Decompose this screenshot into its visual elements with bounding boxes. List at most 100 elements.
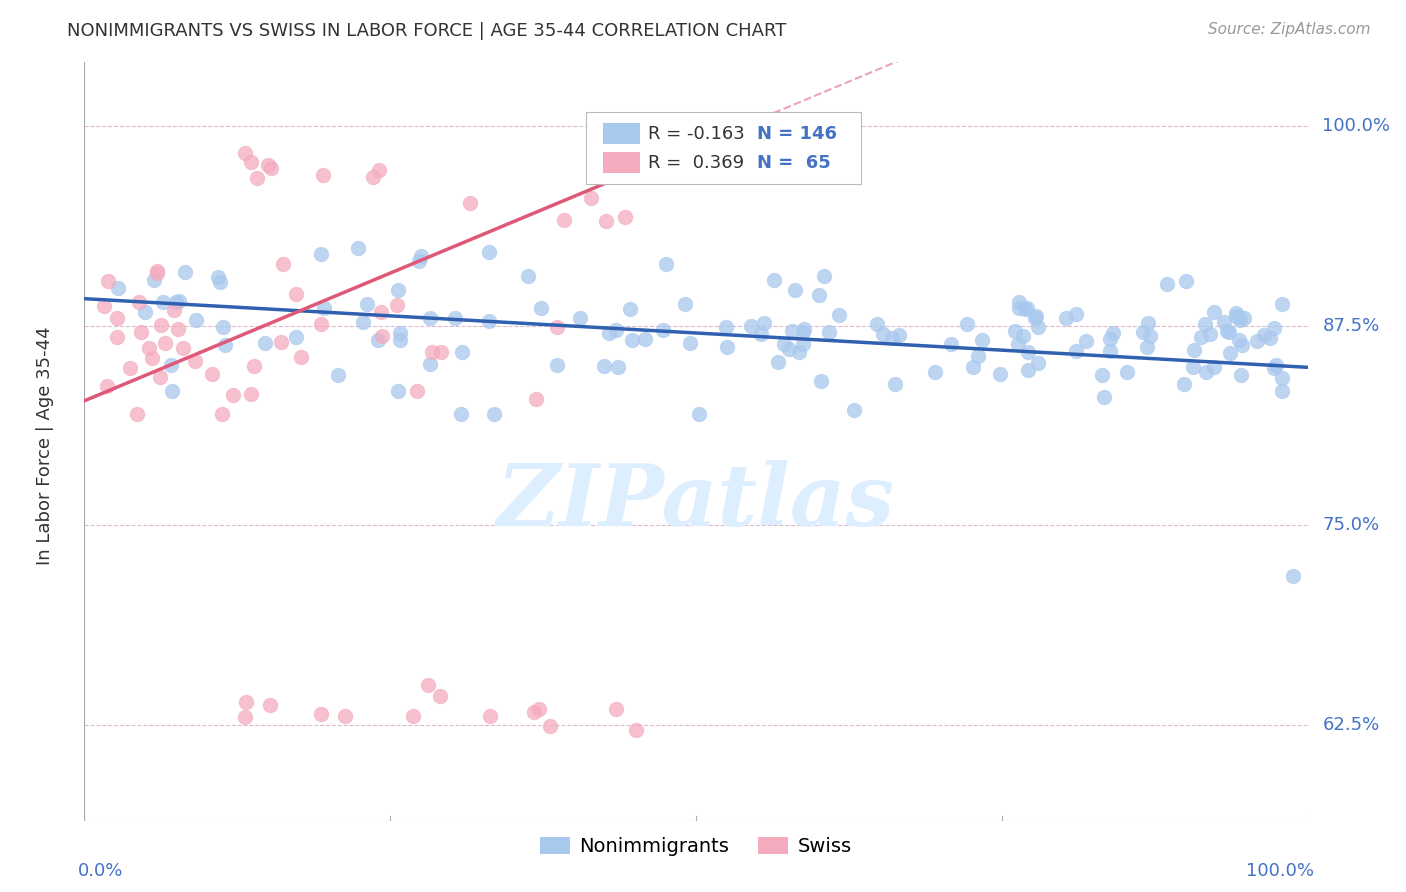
Point [143, 273, 166, 287]
Point [1017, 363, 1039, 377]
Point [1014, 302, 1036, 317]
Point [370, 304, 392, 318]
Point [1219, 346, 1241, 360]
Point [634, 332, 657, 346]
Point [1139, 329, 1161, 343]
Point [1189, 330, 1212, 344]
Point [450, 344, 472, 359]
Point [184, 353, 207, 368]
Point [233, 710, 256, 724]
Point [523, 705, 546, 719]
Point [312, 301, 335, 315]
Point [1204, 305, 1226, 319]
Point [780, 324, 803, 338]
Point [866, 317, 889, 331]
Point [478, 245, 501, 260]
Point [406, 384, 429, 399]
Point [138, 341, 160, 355]
Point [416, 678, 439, 692]
Point [1227, 333, 1250, 347]
Point [1098, 343, 1121, 358]
Point [149, 318, 172, 332]
Point [605, 323, 627, 337]
Point [127, 407, 149, 421]
Point [128, 295, 150, 310]
Point [1173, 376, 1195, 391]
Point [740, 318, 762, 333]
Point [387, 298, 409, 312]
Point [387, 283, 409, 297]
Point [146, 266, 169, 280]
Point [240, 387, 263, 401]
Point [1218, 325, 1240, 339]
Point [270, 334, 292, 349]
Point [880, 331, 903, 345]
Text: 100.0%: 100.0% [1322, 117, 1391, 136]
Point [152, 294, 174, 309]
Point [1098, 332, 1121, 346]
Point [478, 314, 501, 328]
Point [1230, 337, 1253, 351]
Point [1233, 311, 1256, 326]
Point [1225, 309, 1247, 323]
Point [766, 355, 789, 369]
Point [620, 334, 643, 348]
Point [527, 702, 550, 716]
Point [311, 246, 333, 260]
Point [762, 273, 785, 287]
Point [367, 163, 389, 178]
Point [619, 301, 641, 316]
Point [1246, 334, 1268, 348]
Point [1156, 277, 1178, 291]
Point [333, 709, 356, 723]
Point [149, 369, 172, 384]
Point [408, 253, 430, 268]
Point [1271, 297, 1294, 311]
Point [1017, 345, 1039, 359]
Point [595, 214, 617, 228]
Point [568, 311, 591, 326]
Point [749, 326, 772, 341]
Point [1212, 315, 1234, 329]
FancyBboxPatch shape [603, 123, 640, 145]
Point [1092, 390, 1115, 404]
Text: ZIPatlas: ZIPatlas [496, 460, 896, 544]
Point [1263, 360, 1285, 375]
Point [1174, 274, 1197, 288]
Point [389, 334, 412, 348]
Point [1216, 324, 1239, 338]
Point [754, 316, 776, 330]
Point [141, 351, 163, 366]
Point [553, 212, 575, 227]
Point [260, 161, 283, 175]
Point [450, 407, 472, 421]
Point [598, 326, 620, 340]
Text: Source: ZipAtlas.com: Source: ZipAtlas.com [1208, 22, 1371, 37]
Point [167, 294, 190, 309]
Point [813, 269, 835, 284]
Point [606, 359, 628, 374]
Point [1004, 325, 1026, 339]
Point [1258, 331, 1281, 345]
Point [1282, 569, 1305, 583]
Point [772, 336, 794, 351]
Point [546, 358, 568, 372]
Point [1074, 334, 1097, 349]
Point [1012, 329, 1035, 343]
Text: 100.0%: 100.0% [1246, 863, 1313, 880]
Point [388, 326, 411, 340]
Point [818, 326, 841, 340]
Point [1230, 368, 1253, 383]
Point [1091, 368, 1114, 382]
Point [1026, 319, 1049, 334]
Point [356, 297, 378, 311]
Point [429, 690, 451, 704]
Text: 75.0%: 75.0% [1322, 516, 1379, 534]
Point [312, 168, 335, 182]
Point [1064, 307, 1087, 321]
Point [581, 191, 603, 205]
Point [172, 341, 194, 355]
Point [201, 368, 224, 382]
Point [346, 241, 368, 255]
Point [1202, 360, 1225, 375]
